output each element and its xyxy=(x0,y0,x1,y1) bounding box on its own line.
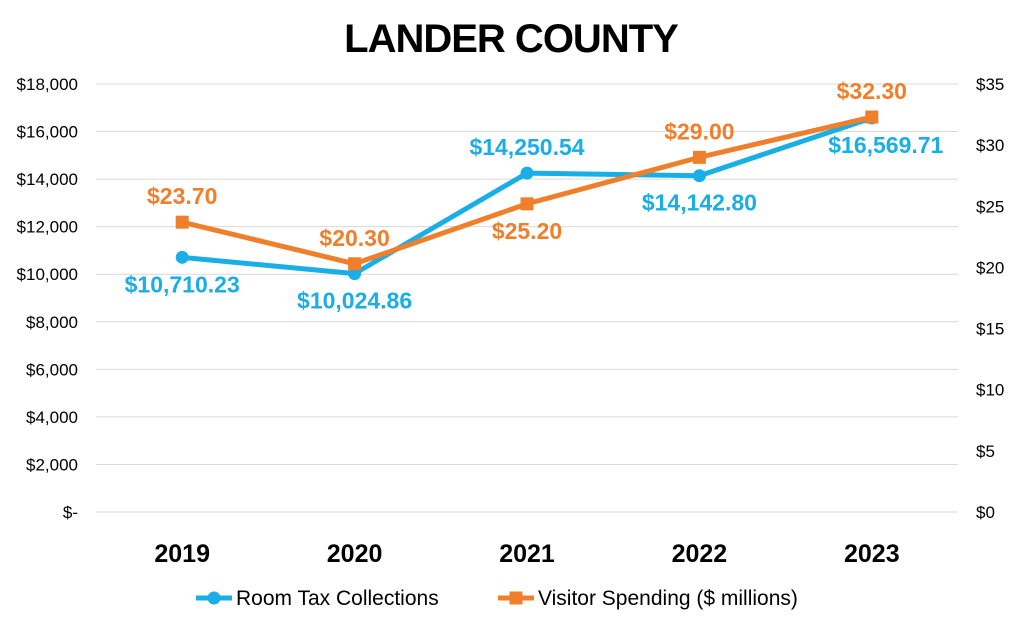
legend-label: Room Tax Collections xyxy=(236,587,439,610)
data-label: $14,250.54 xyxy=(469,134,584,160)
left-tick-label: $6,000 xyxy=(26,360,78,379)
data-point xyxy=(348,257,362,271)
chart-title: LANDER COUNTY xyxy=(344,17,679,61)
x-tick-label: 2022 xyxy=(672,540,728,568)
series-layer xyxy=(175,110,879,281)
data-point xyxy=(348,267,362,281)
right-y-axis: $0 $5 $10 $15 $20 $25 $30 $35 xyxy=(976,75,1004,522)
right-tick-label: $15 xyxy=(976,320,1004,339)
left-tick-label: $- xyxy=(63,503,78,522)
data-label: $16,569.71 xyxy=(828,132,943,158)
right-tick-label: $10 xyxy=(976,381,1004,400)
data-label: $29.00 xyxy=(664,118,734,144)
left-tick-label: $2,000 xyxy=(26,455,78,474)
legend: Room Tax Collections Visitor Spending ($ … xyxy=(196,587,798,610)
right-tick-label: $20 xyxy=(976,258,1004,277)
left-tick-label: $10,000 xyxy=(17,265,78,284)
data-label: $10,710.23 xyxy=(125,271,240,297)
data-label: $25.20 xyxy=(492,218,562,244)
x-tick-label: 2021 xyxy=(499,540,555,568)
data-label: $23.70 xyxy=(147,183,217,209)
left-y-axis: $- $2,000 $4,000 $6,000 $8,000 $10,000 $12,000… xyxy=(17,75,78,522)
data-label: $10,024.86 xyxy=(297,288,412,314)
right-tick-label: $35 xyxy=(976,75,1004,94)
data-point xyxy=(692,150,706,164)
x-tick-label: 2019 xyxy=(154,540,210,568)
legend-marker xyxy=(509,591,523,605)
left-tick-label: $8,000 xyxy=(26,313,78,332)
left-tick-label: $14,000 xyxy=(17,170,78,189)
data-labels: $10,710.23 $10,024.86 $14,250.54 $14,142.80… xyxy=(125,78,944,314)
data-point xyxy=(865,110,879,124)
data-label: $14,142.80 xyxy=(642,190,757,216)
data-point xyxy=(520,197,534,211)
left-tick-label: $4,000 xyxy=(26,408,78,427)
data-point xyxy=(692,169,706,183)
data-label: $20.30 xyxy=(319,225,389,251)
legend-marker xyxy=(207,591,221,605)
x-tick-label: 2020 xyxy=(327,540,383,568)
data-label: $32.30 xyxy=(837,78,907,104)
right-tick-label: $30 xyxy=(976,136,1004,155)
data-point xyxy=(175,250,189,264)
data-point xyxy=(175,215,189,229)
right-tick-label: $0 xyxy=(976,503,995,522)
x-tick-label: 2023 xyxy=(844,540,900,568)
left-tick-label: $16,000 xyxy=(17,123,78,142)
left-tick-label: $12,000 xyxy=(17,218,78,237)
left-tick-label: $18,000 xyxy=(17,75,78,94)
legend-label: Visitor Spending ($ millions) xyxy=(538,587,798,610)
x-axis: 2019 2020 2021 2022 2023 xyxy=(154,540,899,568)
right-tick-label: $25 xyxy=(976,197,1004,216)
data-point xyxy=(520,166,534,180)
gridlines xyxy=(96,83,958,513)
right-tick-label: $5 xyxy=(976,442,995,461)
